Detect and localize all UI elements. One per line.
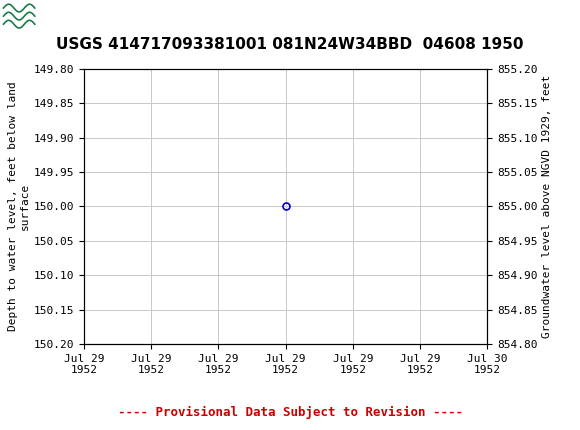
Y-axis label: Depth to water level, feet below land
surface: Depth to water level, feet below land su… xyxy=(8,82,30,331)
Y-axis label: Groundwater level above NGVD 1929, feet: Groundwater level above NGVD 1929, feet xyxy=(542,75,552,338)
FancyBboxPatch shape xyxy=(3,3,43,30)
Text: USGS 414717093381001 081N24W34BBD  04608 1950: USGS 414717093381001 081N24W34BBD 04608 … xyxy=(56,37,524,52)
Text: ---- Provisional Data Subject to Revision ----: ---- Provisional Data Subject to Revisio… xyxy=(118,406,462,419)
Text: USGS: USGS xyxy=(42,7,97,25)
Text: ≋USGS: ≋USGS xyxy=(9,6,85,26)
